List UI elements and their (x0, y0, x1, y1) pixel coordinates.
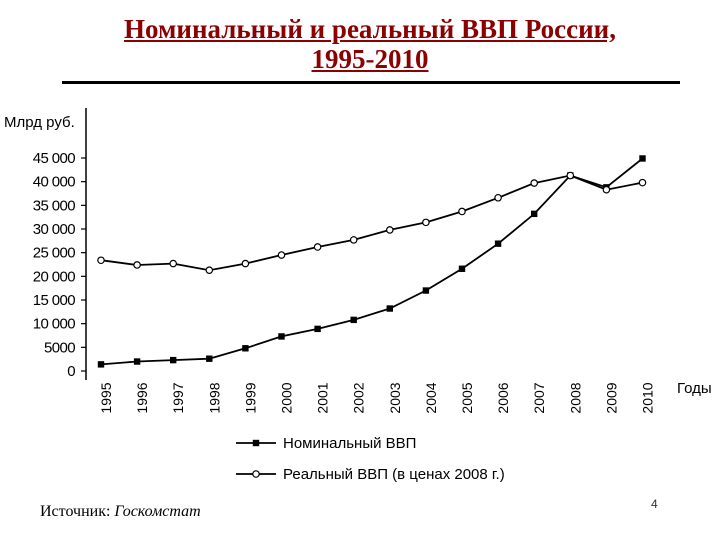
nominal-gdp-point (531, 210, 538, 218)
nominal-gdp-point (97, 361, 105, 368)
x-tick-label: 2008 (567, 382, 583, 413)
series-lines-group (100, 157, 644, 366)
real-gdp-point (349, 236, 358, 244)
y-tick-label: 5000 (44, 339, 75, 356)
x-tick-label: 1998 (206, 382, 222, 413)
real-gdp-point (277, 251, 286, 259)
series-line-2 (100, 174, 643, 272)
real-gdp-point (494, 193, 502, 202)
x-tick-label: 2010 (640, 382, 656, 413)
real-gdp-point (422, 218, 430, 227)
x-tick-label: 2009 (603, 382, 619, 413)
nominal-gdp-point (386, 305, 393, 312)
real-gdp-point (169, 259, 178, 268)
y-axis-label: Млрд руб. (4, 114, 75, 131)
series-line-1 (100, 157, 644, 366)
x-tick-label: 2003 (387, 382, 403, 413)
legend-label-2: Реальный ВВП (в ценах 2008 г.) (283, 466, 505, 483)
x-tick-label: 2007 (531, 382, 547, 413)
nominal-gdp-point (494, 240, 502, 247)
y-tick-label: 0 (67, 363, 75, 380)
y-tick-label: 25 000 (33, 245, 76, 262)
nominal-gdp-point (350, 316, 357, 324)
y-tick-label: 30 000 (33, 221, 76, 238)
legend: Номинальный ВВП Реальный ВВП (в ценах 200… (236, 435, 505, 483)
source-note: Источник: Госкомстат (40, 503, 201, 521)
x-tick-label: 2002 (351, 382, 367, 413)
real-gdp-point (133, 261, 141, 269)
y-tick-label: 15 000 (33, 292, 76, 309)
x-tick-label: 1997 (170, 382, 186, 413)
real-gdp-point (638, 178, 647, 187)
source-label: Источник: (40, 503, 111, 520)
x-tick-label: 1999 (242, 382, 258, 413)
page-number: 4 (651, 497, 658, 511)
real-gdp-point (566, 171, 575, 180)
x-tick-label: 2006 (495, 382, 511, 413)
nominal-gdp-point (242, 345, 249, 352)
nominal-gdp-point (206, 355, 213, 362)
x-tick-label: 1995 (98, 382, 114, 413)
nominal-gdp-point (278, 333, 285, 340)
legend-label-1: Номинальный ВВП (283, 435, 416, 452)
x-axis-label: Годы (677, 380, 712, 397)
nominal-gdp-point (458, 265, 466, 272)
nominal-gdp-point (422, 287, 430, 294)
slide-title: Номинальный и реальный ВВП России, 1995-… (0, 14, 720, 74)
real-gdp-point (385, 226, 394, 234)
nominal-gdp-point (314, 325, 321, 333)
x-tick-label: 1996 (134, 382, 150, 413)
x-tick-label: 2001 (315, 382, 331, 413)
y-tick-label: 45 000 (33, 150, 76, 167)
y-tick-label: 20 000 (33, 268, 76, 285)
nominal-gdp-point (639, 155, 646, 162)
series-points-group (97, 155, 647, 368)
y-tick-label: 35 000 (33, 197, 76, 214)
x-tick-label: 2004 (423, 382, 439, 413)
y-tick-label: 40 000 (33, 174, 76, 191)
x-tick-label: 2005 (459, 382, 475, 413)
real-gdp-point (97, 256, 105, 265)
real-gdp-point (602, 185, 611, 194)
real-gdp-point (205, 266, 214, 274)
real-gdp-point (313, 243, 322, 251)
title-line-1: Номинальный и реальный ВВП России, (124, 14, 616, 44)
real-gdp-point (241, 259, 250, 268)
real-gdp-point (458, 207, 466, 216)
legend-marker-real (252, 470, 260, 478)
title-divider (62, 81, 680, 84)
source-value: Госкомстат (114, 503, 201, 520)
nominal-gdp-point (170, 356, 177, 364)
title-line-2: 1995-2010 (311, 44, 429, 74)
y-tick-label: 10 000 (33, 316, 76, 333)
x-tick-label: 2000 (279, 382, 295, 413)
nominal-gdp-point (133, 358, 141, 365)
real-gdp-point (530, 179, 539, 187)
legend-marker-nominal (252, 439, 260, 447)
axes-group: 0 5000 10 000 15 000 20 000 25 000 30 000 35 00… (33, 108, 656, 414)
